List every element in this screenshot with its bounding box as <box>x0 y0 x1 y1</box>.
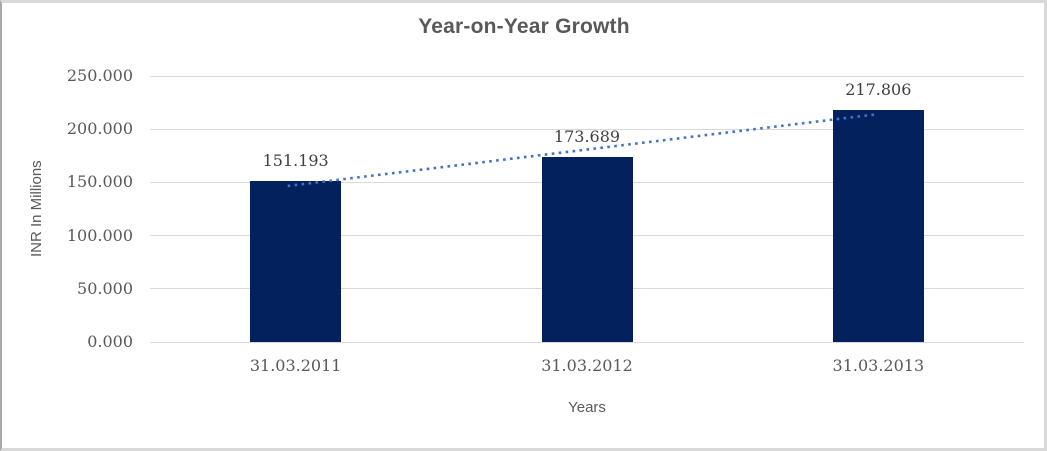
bar <box>832 110 924 342</box>
y-tick-label: 250.000 <box>66 66 133 85</box>
y-tick-label: 200.000 <box>66 119 133 139</box>
x-axis-tick-labels: 31.03.2011 31.03.2012 31.03.2013 <box>150 356 1024 380</box>
bar <box>541 157 633 342</box>
plot-area: 151.193 173.689 217.806 <box>150 75 1024 343</box>
y-tick-label: 50.000 <box>77 278 133 298</box>
y-tick-label: 100.000 <box>66 225 133 245</box>
y-tick-label: 0.000 <box>87 332 133 351</box>
bar <box>250 181 342 342</box>
gridline <box>150 75 1024 77</box>
trendline-path <box>287 112 879 188</box>
x-tick-label: 31.03.2011 <box>249 356 342 375</box>
x-tick-label: 31.03.2012 <box>541 356 633 375</box>
bar-value-label: 217.806 <box>845 80 912 100</box>
bar-value-label: 151.193 <box>262 151 329 171</box>
chart-title: Year-on-Year Growth <box>418 15 630 38</box>
gridline <box>150 341 1024 343</box>
x-tick-label: 31.03.2013 <box>832 356 925 375</box>
x-axis-title: Years <box>568 399 606 416</box>
y-tick-label: 150.000 <box>66 172 133 192</box>
gridline <box>150 128 1024 130</box>
y-axis-tick-labels: 0.000 50.000 100.000 150.000 200.000 250.000 <box>0 66 133 351</box>
trendline <box>287 112 879 188</box>
bar-value-label: 173.689 <box>553 127 621 147</box>
